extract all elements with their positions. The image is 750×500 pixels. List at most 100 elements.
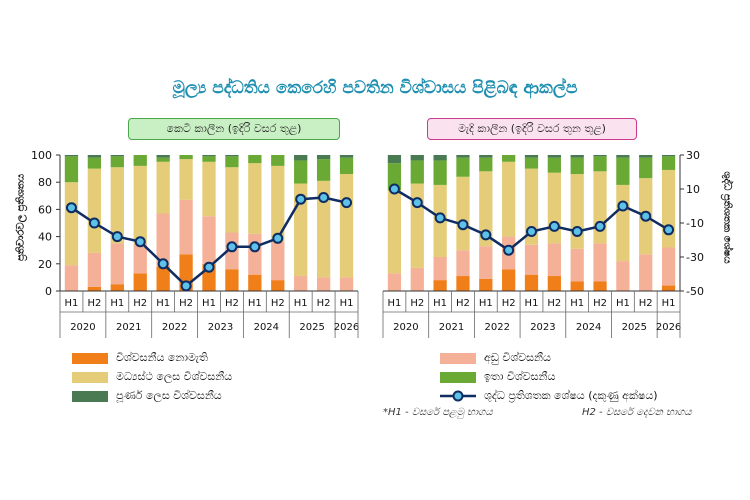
net-balance-point: [548, 220, 560, 232]
y-left-tick-label: 60: [38, 203, 52, 216]
y-right-tick-label: 30: [686, 149, 700, 162]
bar-complete-confidence: [64, 155, 79, 157]
bar-low-confidence: [570, 248, 584, 282]
x-tick-label: H2: [502, 298, 516, 309]
legend-label: විශ්වසනීය නොමැති: [116, 351, 208, 364]
y-left-tick-label: 0: [45, 285, 52, 298]
chart-title: මූල්‍ය පද්ධතිය කෙරෙහි පවතින විශ්වාසය පිළ…: [172, 78, 578, 98]
x-tick-label: H1: [248, 298, 262, 309]
net-balance-point: [341, 197, 353, 209]
bar-no-confidence: [225, 269, 239, 291]
net-balance-point: [480, 229, 492, 241]
footnote-h1: *H1 - වසරේ පළමු භාගය: [383, 407, 493, 418]
net-balance-point: [594, 220, 606, 232]
net-balance-point: [571, 226, 583, 237]
bar-complete-confidence: [456, 155, 470, 158]
legend-low-confidence: අඩු විශ්වසනීය: [440, 351, 551, 365]
x-tick-label: H1: [340, 298, 354, 309]
legend-net-balance: ශුද්ධ ප්‍රතිශතක ශේෂය (දකුණු අක්ෂය): [440, 389, 658, 403]
x-tick-label: H2: [593, 298, 607, 309]
bar-high-confidence: [87, 157, 102, 169]
bar-high-confidence: [387, 163, 402, 191]
bar-high-confidence: [639, 157, 653, 179]
x-tick-label: H1: [479, 298, 493, 309]
bar-no-confidence: [248, 274, 262, 291]
x-tick-label: H1: [570, 298, 584, 309]
x-tick-label: H1: [110, 298, 124, 309]
footnote-h2: H2 - වසරේ දෙවන භාගය: [582, 407, 692, 418]
net-balance-point: [388, 183, 400, 195]
legend-label: ඉතා විශ්වසනීය: [484, 370, 556, 383]
net-balance-point: [640, 210, 652, 222]
y-right-tick-label: -30: [686, 251, 704, 264]
bar-moderate-confidence: [616, 184, 630, 262]
bar-complete-confidence: [410, 155, 424, 161]
x-tick-label: H1: [525, 298, 539, 309]
x-tick-label: H1: [387, 298, 401, 309]
bar-complete-confidence: [225, 155, 239, 157]
bar-complete-confidence: [524, 155, 539, 158]
x-tick-label: H1: [202, 298, 216, 309]
bar-no-confidence: [133, 273, 147, 291]
bar-high-confidence: [202, 156, 216, 162]
bar-high-confidence: [64, 156, 79, 183]
x-year-label: 2025: [622, 322, 647, 333]
medium-term-label: මැදි කාලීන (ඉදිරි වසර තුන තුළ): [427, 118, 637, 140]
legend-swatch: [440, 371, 476, 383]
bar-complete-confidence: [593, 155, 607, 157]
bar-moderate-confidence: [339, 174, 354, 278]
bar-low-confidence: [294, 276, 308, 291]
net-balance-point: [134, 236, 146, 248]
legend-line-marker: [440, 390, 476, 402]
bar-low-confidence: [87, 252, 102, 287]
legend-high-confidence: ඉතා විශ්වසනීය: [440, 370, 555, 384]
net-balance-point: [157, 258, 169, 270]
bar-low-confidence: [156, 213, 170, 267]
x-year-label: 2023: [208, 322, 233, 333]
y-right-tick-label: -10: [686, 217, 704, 230]
bar-complete-confidence: [616, 155, 630, 158]
bar-high-confidence: [502, 155, 516, 162]
x-tick-label: H2: [410, 298, 424, 309]
x-year-label: 2021: [116, 322, 141, 333]
bar-no-confidence: [570, 281, 584, 291]
bar-low-confidence: [271, 242, 285, 281]
bar-moderate-confidence: [316, 180, 331, 278]
x-tick-label: H2: [547, 298, 561, 309]
legend-swatch: [72, 371, 108, 383]
bar-moderate-confidence: [502, 161, 516, 237]
bar-low-confidence: [316, 277, 331, 291]
legend-label: මධ්‍යස්ථ ලෙස විශ්වසනීය: [116, 370, 233, 383]
legend-swatch: [440, 352, 476, 364]
bar-high-confidence: [456, 157, 470, 177]
net-balance-point: [411, 197, 423, 209]
bar-complete-confidence: [156, 155, 170, 158]
net-balance-point: [88, 217, 100, 229]
y-left-tick-label: 80: [38, 176, 52, 189]
x-year-label: 2026: [334, 322, 359, 333]
bar-low-confidence: [64, 265, 79, 291]
bar-moderate-confidence: [64, 182, 79, 266]
short-term-label: කෙටි කාලීන (ඉදිරි වසර තුළ): [128, 118, 340, 140]
bar-low-confidence: [248, 233, 262, 275]
bar-no-confidence: [110, 284, 124, 291]
y-left-tick-label: 20: [38, 258, 52, 271]
bar-no-confidence: [502, 269, 516, 291]
x-tick-label: H2: [133, 298, 147, 309]
net-balance-point: [65, 202, 77, 214]
bar-complete-confidence: [110, 155, 124, 157]
bar-moderate-confidence: [202, 161, 216, 217]
bar-high-confidence: [339, 157, 354, 175]
bar-complete-confidence: [294, 155, 308, 161]
x-year-label: 2022: [162, 322, 187, 333]
bar-moderate-confidence: [456, 176, 470, 251]
legend-no-confidence: විශ්වසනීය නොමැති: [72, 351, 208, 365]
bar-moderate-confidence: [87, 168, 102, 253]
bar-no-confidence: [593, 281, 607, 291]
net-balance-point: [272, 232, 284, 244]
bar-complete-confidence: [316, 155, 331, 160]
bar-high-confidence: [294, 160, 308, 184]
x-year-label: 2020: [70, 322, 95, 333]
bar-moderate-confidence: [110, 167, 124, 244]
x-year-label: 2024: [254, 322, 279, 333]
